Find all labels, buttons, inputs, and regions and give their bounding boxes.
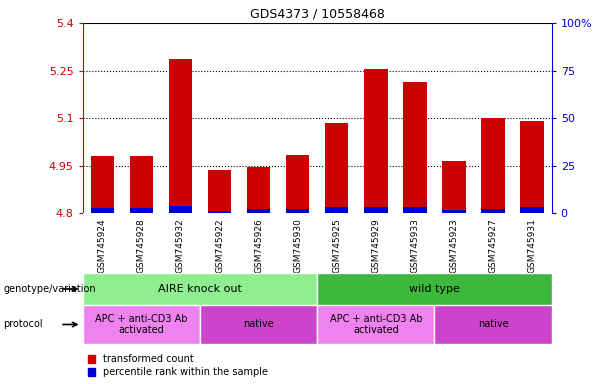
- Text: wild type: wild type: [409, 284, 460, 294]
- Text: GSM745928: GSM745928: [137, 218, 146, 273]
- Bar: [208, 170, 231, 213]
- Text: GSM745926: GSM745926: [254, 218, 263, 273]
- Bar: [325, 123, 348, 213]
- Bar: [403, 207, 427, 213]
- Bar: [364, 69, 387, 213]
- Bar: [435, 305, 552, 344]
- Bar: [318, 273, 552, 305]
- Bar: [318, 305, 435, 344]
- Bar: [443, 161, 466, 213]
- Text: protocol: protocol: [3, 319, 43, 329]
- Legend: transformed count, percentile rank within the sample: transformed count, percentile rank withi…: [88, 354, 268, 377]
- Bar: [443, 210, 466, 213]
- Bar: [520, 121, 544, 213]
- Text: GSM745930: GSM745930: [293, 218, 302, 273]
- Bar: [247, 167, 270, 213]
- Bar: [83, 273, 318, 305]
- Text: GSM745929: GSM745929: [371, 218, 380, 273]
- Text: APC + anti-CD3 Ab
activated: APC + anti-CD3 Ab activated: [95, 314, 188, 335]
- Bar: [481, 209, 504, 213]
- Bar: [83, 305, 200, 344]
- Text: AIRE knock out: AIRE knock out: [158, 284, 242, 294]
- Bar: [247, 209, 270, 213]
- Text: native: native: [243, 319, 274, 329]
- Bar: [169, 60, 192, 213]
- Text: GSM745924: GSM745924: [98, 218, 107, 273]
- Text: native: native: [478, 319, 508, 329]
- Text: GSM745931: GSM745931: [528, 218, 536, 273]
- Bar: [364, 207, 387, 213]
- Text: GSM745923: GSM745923: [449, 218, 459, 273]
- Bar: [169, 206, 192, 213]
- Bar: [91, 156, 114, 213]
- Bar: [403, 82, 427, 213]
- Text: GSM745925: GSM745925: [332, 218, 341, 273]
- Bar: [130, 156, 153, 213]
- Text: GSM745927: GSM745927: [489, 218, 498, 273]
- Bar: [130, 209, 153, 213]
- Text: GSM745922: GSM745922: [215, 218, 224, 273]
- Text: genotype/variation: genotype/variation: [3, 284, 96, 294]
- Bar: [481, 118, 504, 213]
- Bar: [91, 209, 114, 213]
- Title: GDS4373 / 10558468: GDS4373 / 10558468: [249, 7, 385, 20]
- Bar: [286, 209, 310, 213]
- Bar: [200, 305, 318, 344]
- Bar: [286, 154, 310, 213]
- Bar: [325, 207, 348, 213]
- Text: GSM745933: GSM745933: [411, 218, 419, 273]
- Text: GSM745932: GSM745932: [176, 218, 185, 273]
- Bar: [208, 210, 231, 213]
- Text: APC + anti-CD3 Ab
activated: APC + anti-CD3 Ab activated: [330, 314, 422, 335]
- Bar: [520, 207, 544, 213]
